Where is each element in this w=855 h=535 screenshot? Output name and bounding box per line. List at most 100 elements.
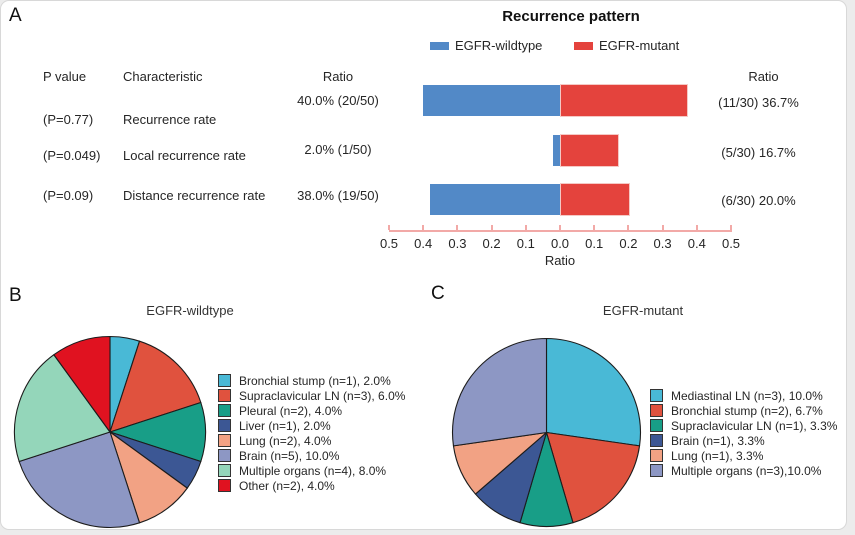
x-axis-tick-label: 0.3 (653, 236, 672, 251)
header-ratio-right: Ratio (748, 69, 779, 84)
x-axis-tick-label: 0.3 (448, 236, 467, 251)
bar-legend-mutant: EGFR-mutant (574, 38, 679, 53)
legend-item: Multiple organs (n=4), 8.0% (218, 463, 405, 478)
legend-swatch-icon (218, 449, 231, 462)
legend-label: Multiple organs (n=4), 8.0% (239, 463, 387, 478)
legend-label: Pleural (n=2), 4.0% (239, 403, 343, 418)
x-axis-line (389, 230, 732, 232)
x-axis-tick (422, 225, 425, 230)
bar-wildtype (430, 184, 560, 215)
pie-b-title: EGFR-wildtype (146, 303, 234, 318)
legend-item: Bronchial stump (n=2), 6.7% (650, 403, 837, 418)
legend-swatch-icon (218, 389, 231, 402)
row1-ratio-left: 40.0% (20/50) (297, 93, 379, 108)
legend-swatch-icon (218, 404, 231, 417)
legend-label: Bronchial stump (n=2), 6.7% (671, 403, 823, 418)
bar-wildtype (423, 85, 560, 116)
legend-swatch-icon (650, 419, 663, 432)
legend-item: Pleural (n=2), 4.0% (218, 403, 405, 418)
pie-slice (545, 431, 641, 524)
legend-label: Mediastinal LN (n=3), 10.0% (671, 388, 823, 403)
legend-label: Brain (n=5), 10.0% (239, 448, 340, 463)
x-axis-tick (627, 225, 630, 230)
x-axis-tick (661, 225, 664, 230)
bar-wildtype (553, 135, 560, 166)
x-axis-tick-label: 0.4 (687, 236, 706, 251)
legend-swatch-icon (218, 464, 231, 477)
pie-slice (545, 337, 642, 447)
row2-p-value: (P=0.049) (43, 148, 101, 163)
wildtype-swatch-icon (430, 41, 449, 50)
x-axis-tick-label: 0.1 (585, 236, 604, 251)
pie-slice (13, 354, 111, 463)
row3-p-value: (P=0.09) (43, 188, 94, 203)
pie-slice (18, 431, 141, 529)
legend-label: Brain (n=1), 3.3% (671, 433, 765, 448)
legend-swatch-icon (218, 374, 231, 387)
x-axis-tick (593, 225, 596, 230)
legend-label: Lung (n=1), 3.3% (671, 448, 764, 463)
x-axis-tick-label: 0.5 (721, 236, 741, 251)
row1-ratio-right: (11/30) 36.7% (718, 95, 799, 110)
x-axis-tick-label: 0.2 (482, 236, 501, 251)
x-axis-tick (730, 225, 732, 230)
x-axis-tick-label: 0.5 (379, 236, 399, 251)
x-axis-tick-label: 0.1 (516, 236, 535, 251)
legend-swatch-icon (218, 419, 231, 432)
pie-legend-wildtype: Bronchial stump (n=1), 2.0% Supraclavicul… (218, 373, 405, 493)
legend-item: Liver (n=1), 2.0% (218, 418, 405, 433)
wildtype-legend-label: EGFR-wildtype (455, 38, 543, 53)
row2-ratio-right: (5/30) 16.7% (721, 145, 796, 160)
legend-swatch-icon (218, 434, 231, 447)
row3-ratio-right: (6/30) 20.0% (721, 193, 796, 208)
x-axis-tick-label: 0.0 (550, 236, 570, 251)
x-axis-tick-label: 0.2 (619, 236, 638, 251)
x-axis-tick (388, 225, 390, 230)
legend-swatch-icon (650, 464, 663, 477)
legend-item: Bronchial stump (n=1), 2.0% (218, 373, 405, 388)
row2-ratio-left: 2.0% (1/50) (304, 142, 372, 157)
legend-item: Mediastinal LN (n=3), 10.0% (650, 388, 837, 403)
bar-mutant (561, 135, 619, 166)
diverging-bar-plot: 0.5 0.4 0.3 0.2 0.1 0.0 0.1 0.2 0.3 0.4 0.5 (1, 1, 846, 281)
pie-chart-mutant (451, 337, 642, 527)
legend-item: Lung (n=1), 3.3% (650, 448, 837, 463)
mutant-swatch-icon (574, 41, 593, 50)
legend-swatch-icon (218, 479, 231, 492)
bar-mutant (561, 85, 687, 116)
x-axis-tick (524, 225, 527, 230)
x-axis-tick (456, 225, 459, 230)
x-axis-tick (695, 225, 698, 230)
legend-label: Other (n=2), 4.0% (239, 478, 335, 493)
row3-ratio-left: 38.0% (19/50) (297, 188, 379, 203)
legend-item: Brain (n=1), 3.3% (650, 433, 837, 448)
row3-characteristic: Distance recurrence rate (123, 188, 266, 203)
header-characteristic: Characteristic (123, 69, 203, 84)
panel-c-label: C (431, 283, 445, 304)
row1-characteristic: Recurrence rate (123, 112, 217, 127)
bar-chart-title: Recurrence pattern (502, 8, 640, 25)
legend-label: Multiple organs (n=3),10.0% (671, 463, 822, 478)
mutant-legend-label: EGFR-mutant (599, 38, 680, 53)
legend-swatch-icon (650, 434, 663, 447)
row1-p-value: (P=0.77) (43, 112, 94, 127)
bar-mutant (561, 184, 630, 215)
panel-b-label: B (9, 285, 22, 306)
legend-swatch-icon (650, 449, 663, 462)
legend-item: Multiple organs (n=3),10.0% (650, 463, 837, 478)
legend-item: Other (n=2), 4.0% (218, 478, 405, 493)
pie-chart-wildtype (13, 335, 207, 529)
x-axis-tick (559, 225, 561, 230)
pie-legend-mutant: Mediastinal LN (n=3), 10.0% Bronchial stu… (650, 388, 837, 478)
x-axis-label: Ratio (544, 253, 576, 268)
header-ratio-left: Ratio (322, 69, 354, 84)
header-p-value: P value (43, 69, 87, 84)
legend-item: Supraclavicular LN (n=3), 6.0% (218, 388, 405, 403)
x-axis-tick (490, 225, 493, 230)
legend-item: Lung (n=2), 4.0% (218, 433, 405, 448)
pie-slice (53, 335, 111, 433)
bar-legend-wildtype: EGFR-wildtype (430, 38, 542, 53)
legend-item: Brain (n=5), 10.0% (218, 448, 405, 463)
